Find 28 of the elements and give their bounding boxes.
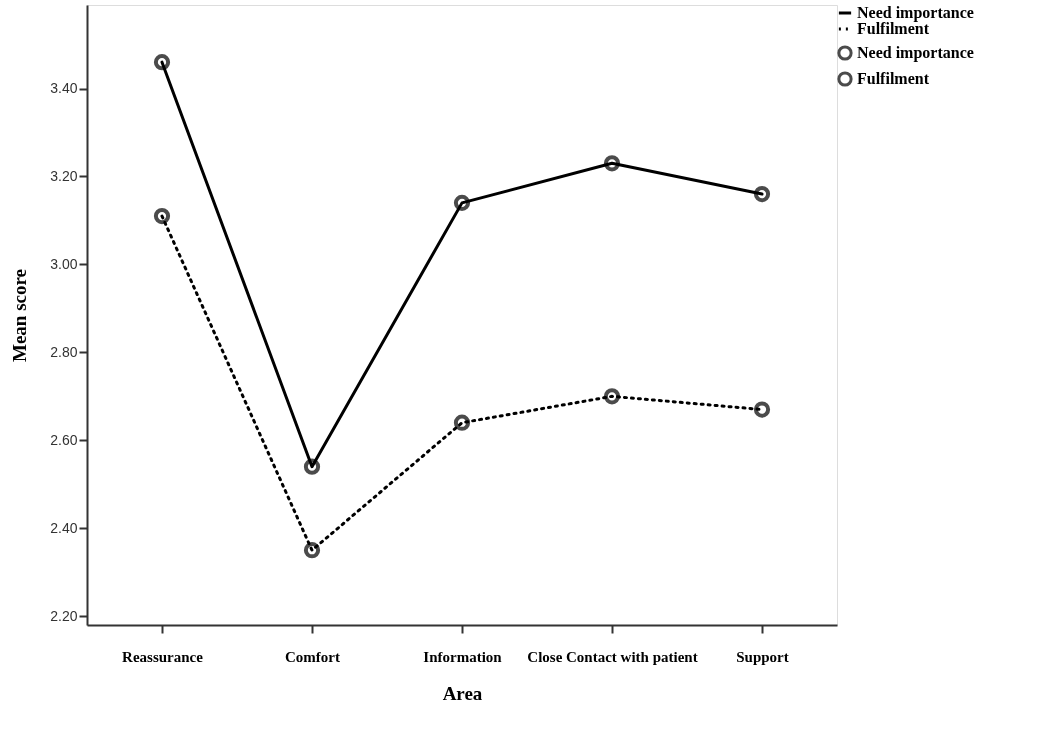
x-tick-label: Reassurance <box>122 648 204 665</box>
point <box>453 194 471 211</box>
point <box>453 414 471 431</box>
legend-label: Need importance <box>857 44 974 62</box>
point <box>153 54 171 71</box>
point <box>603 155 621 172</box>
x-axis-title: Area <box>442 682 483 704</box>
y-tick-label: 2.60 <box>50 431 78 448</box>
text: Fulfilment <box>857 20 929 37</box>
y-tick-label: 3.20 <box>50 167 78 184</box>
x-tick-label: Comfort <box>285 648 340 665</box>
y-tick-label: 2.40 <box>50 519 78 536</box>
point <box>303 458 321 475</box>
x-tick-label: Close Contact with patient <box>527 648 698 665</box>
x-tick-label: Information <box>423 648 503 665</box>
y-tick-label: 2.80 <box>50 343 78 360</box>
point <box>753 401 771 418</box>
legend-label: Fulfilment <box>857 70 930 87</box>
x-tick-label: Support <box>736 648 789 665</box>
point <box>753 185 771 203</box>
y-axis-title: Mean score <box>9 268 31 363</box>
y-tick-label: 2.20 <box>50 607 78 624</box>
point <box>303 542 321 559</box>
y-tick-label: 3.40 <box>50 80 78 97</box>
point <box>153 207 171 225</box>
y-tick-label: 3.00 <box>50 255 78 272</box>
text: Need importance <box>857 4 974 21</box>
point <box>603 388 621 405</box>
